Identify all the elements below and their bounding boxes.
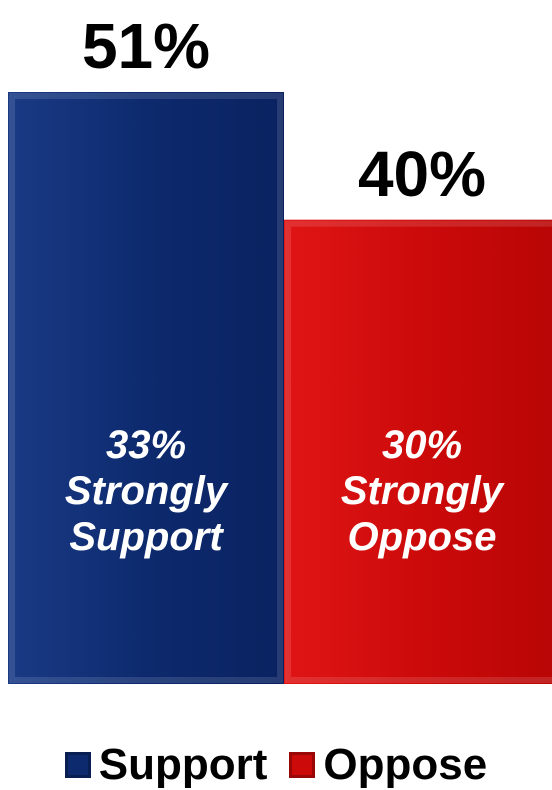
inner-label-line-oppose: Strongly: [340, 469, 504, 513]
inner-label-line-support: Strongly: [64, 469, 228, 513]
inner-label-line-support: Support: [69, 515, 223, 559]
inner-label-line-support: 33%: [105, 423, 187, 467]
legend: Support Oppose: [0, 740, 552, 790]
legend-label-oppose: Oppose: [323, 740, 488, 789]
legend-label-support: Support: [98, 740, 268, 789]
inner-label-line-oppose: 30%: [381, 423, 463, 467]
legend-item-support: Support: [64, 740, 268, 790]
legend-swatch-oppose: [289, 752, 316, 778]
bar-bevel-support: [9, 93, 283, 683]
bar-oppose: [284, 219, 552, 684]
bar-bevel-oppose: [285, 220, 552, 683]
bar-support: [8, 92, 284, 684]
value-label-oppose: 40%: [357, 137, 487, 210]
inner-label-oppose: 30% Strongly Oppose: [284, 422, 552, 560]
legend-swatch-support: [64, 752, 91, 778]
inner-label-support: 33% Strongly Support: [8, 422, 284, 560]
value-label-support: 51%: [81, 10, 211, 82]
inner-label-line-oppose: Oppose: [347, 515, 497, 559]
legend-item-oppose: Oppose: [289, 740, 487, 790]
